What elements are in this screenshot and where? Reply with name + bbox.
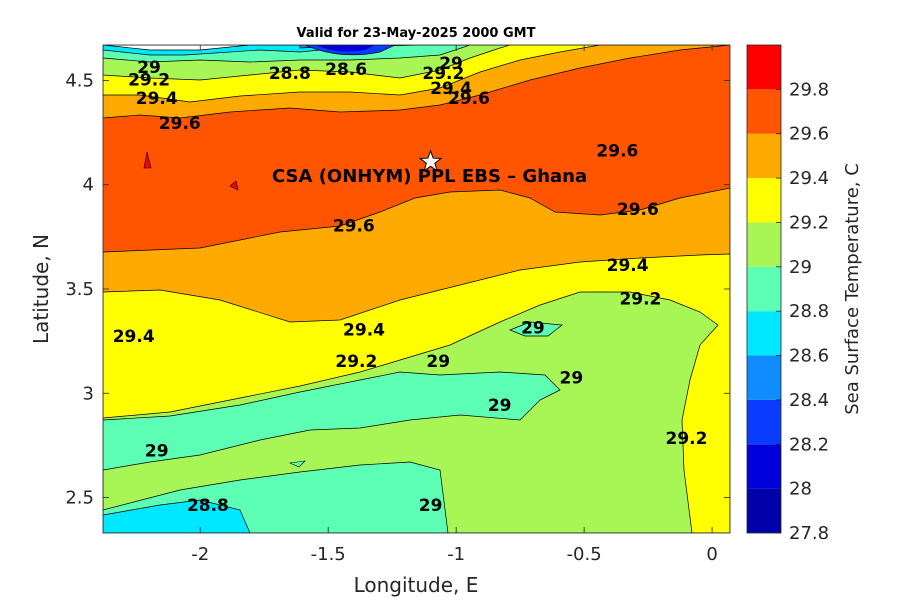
contour-label: 29 <box>559 369 583 389</box>
chart-title: Valid for 23-May-2025 2000 GMT <box>297 26 536 41</box>
colorbar-segment <box>747 488 781 533</box>
cold-speck <box>288 460 306 468</box>
y-tick-label: 3 <box>83 383 94 404</box>
contour-label: 29 <box>426 352 450 372</box>
colorbar-tick-label: 28.4 <box>789 390 829 411</box>
contour-label: 28.8 <box>187 496 229 516</box>
colorbar-tick-label: 29 <box>789 257 812 278</box>
y-axis-label: Latitude, N <box>29 234 53 344</box>
colorbar-segment <box>747 311 781 356</box>
y-tick-label: 2.5 <box>65 488 94 509</box>
contour-label: 29 <box>145 442 169 462</box>
contour-label: 29.6 <box>159 114 201 134</box>
colorbar-frame <box>746 44 782 534</box>
contour-label: 29.4 <box>136 89 178 109</box>
site-label: CSA (ONHYM) PPL EBS – Ghana <box>272 166 587 187</box>
colorbar-tick-label: 29.6 <box>789 124 829 145</box>
colorbar-tick-label: 28.2 <box>789 434 829 455</box>
colorbar-segment <box>747 266 781 312</box>
contour-label: 29.2 <box>422 64 464 84</box>
star-icon <box>418 149 443 172</box>
contour-label: 29 <box>419 496 443 516</box>
contour-label: 28.6 <box>325 60 367 80</box>
colorbar-segment <box>747 178 781 223</box>
contour-label: 29 <box>521 319 545 339</box>
contour-label: 29.6 <box>448 89 490 109</box>
contour-label: 29.2 <box>666 429 708 449</box>
site-marker: CSA (ONHYM) PPL EBS – Ghana <box>272 149 587 187</box>
colorbar-segment <box>747 45 781 90</box>
contour-label: 28.8 <box>269 64 311 84</box>
contour-label: 29.4 <box>607 256 649 276</box>
colorbar: 27.8 28 28.2 28.4 28.6 28.8 29 29.2 29.4 29.6 29.8 <box>746 44 829 544</box>
colorbar-tick-label: 28 <box>789 479 812 500</box>
y-tick-label: 4.5 <box>65 70 94 91</box>
contour-label: 29.2 <box>128 70 170 90</box>
contour-label: 29.2 <box>335 352 377 372</box>
contour-label: 29.4 <box>113 327 155 347</box>
colorbar-label: Sea Surface Temperature, C <box>842 163 863 415</box>
contour-label: 29.6 <box>596 141 638 161</box>
contour-label: 29 <box>439 54 463 74</box>
x-tick-label: -2 <box>191 544 209 565</box>
north-band-darkest <box>315 45 375 52</box>
contour-label: 29.4 <box>343 321 385 341</box>
colorbar-tick-label: 29.8 <box>789 79 829 100</box>
contour-label: 29 <box>488 396 512 416</box>
x-tick-label: -1.5 <box>311 544 346 565</box>
band-28.8-29.0 <box>103 371 561 533</box>
colorbar-segment <box>747 399 781 445</box>
warm-patch-2 <box>229 180 239 191</box>
band-28.6-28.8 <box>103 499 251 533</box>
colorbar-segment <box>747 133 781 179</box>
colorbar-tick-label: 28.8 <box>789 301 829 322</box>
x-axis-label: Longitude, E <box>354 573 479 597</box>
colorbar-segment <box>747 444 781 489</box>
x-axis: -2 -1.5 -1 -0.5 0 <box>191 45 718 565</box>
colorbar-tick-label: 29.4 <box>789 168 829 189</box>
colorbar-tick-label: 27.8 <box>789 523 829 544</box>
colorbar-segment <box>747 222 781 267</box>
y-tick-label: 4 <box>83 175 94 196</box>
band-28.8-29.0-north-patch <box>509 321 563 337</box>
x-tick-label: -1 <box>447 544 465 565</box>
contour-label: 29.2 <box>619 289 661 309</box>
colorbar-tick-label: 29.2 <box>789 212 829 233</box>
warm-patch-1 <box>143 151 152 169</box>
contour-label: 29.6 <box>333 216 375 236</box>
contour-label: 29.4 <box>430 79 472 99</box>
y-axis: 2.5 3 3.5 4 4.5 <box>65 70 730 509</box>
contour-label: 29 <box>137 58 161 78</box>
contour-label: 29.6 <box>617 200 659 220</box>
x-tick-label: -0.5 <box>567 544 602 565</box>
colorbar-tick-label: 28.6 <box>789 346 829 367</box>
y-tick-label: 3.5 <box>65 279 94 300</box>
x-tick-label: 0 <box>706 544 717 565</box>
colorbar-segment <box>747 89 781 134</box>
colorbar-segment <box>747 355 781 400</box>
